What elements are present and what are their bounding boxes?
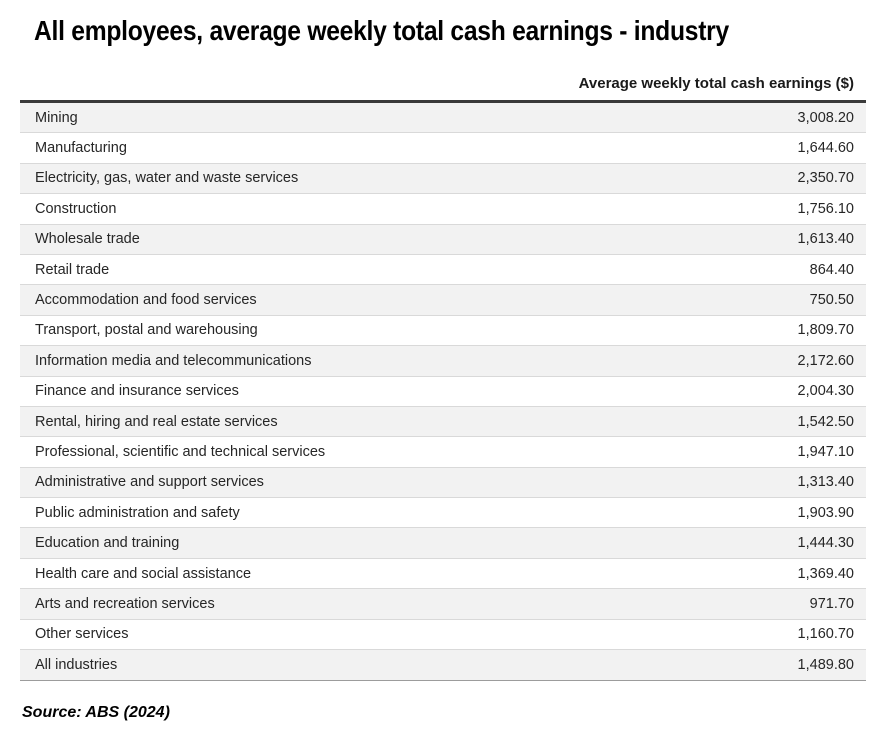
earnings-value: 1,542.50 xyxy=(797,413,854,430)
earnings-value: 1,489.80 xyxy=(797,657,854,674)
industry-label: Health care and social assistance xyxy=(35,565,252,582)
earnings-value: 971.70 xyxy=(809,595,854,612)
table-row: Education and training 1,444.30 xyxy=(20,528,866,559)
table-row: Professional, scientific and technical s… xyxy=(20,437,866,468)
industry-label: Retail trade xyxy=(35,261,110,278)
table-row: Information media and telecommunications… xyxy=(20,346,866,377)
industry-label: Construction xyxy=(35,200,117,217)
table-row: Construction 1,756.10 xyxy=(20,194,866,225)
earnings-value: 1,613.40 xyxy=(797,231,854,248)
industry-label: Other services xyxy=(35,626,129,643)
earnings-value: 1,809.70 xyxy=(797,322,854,339)
page-title: All employees, average weekly total cash… xyxy=(34,15,729,46)
industry-label: Mining xyxy=(35,109,78,126)
earnings-value: 2,172.60 xyxy=(797,352,854,369)
table-row: Arts and recreation services 971.70 xyxy=(20,589,866,620)
earnings-value: 864.40 xyxy=(809,261,854,278)
industry-label: Professional, scientific and technical s… xyxy=(35,443,326,460)
table-row: Electricity, gas, water and waste servic… xyxy=(20,163,866,195)
earnings-value: 1,947.10 xyxy=(797,443,854,460)
industry-label: Education and training xyxy=(35,535,180,552)
table-row: Rental, hiring and real estate services … xyxy=(20,406,866,438)
industry-label: Arts and recreation services xyxy=(35,595,215,612)
table-row: Administrative and support services 1,31… xyxy=(20,467,866,499)
industry-label: Accommodation and food services xyxy=(35,292,257,309)
earnings-value: 1,313.40 xyxy=(797,474,854,491)
table-row: Accommodation and food services 750.50 xyxy=(20,285,866,316)
earnings-value: 2,350.70 xyxy=(797,170,854,187)
earnings-value: 1,444.30 xyxy=(797,535,854,552)
industry-label: Electricity, gas, water and waste servic… xyxy=(35,170,299,187)
earnings-value: 1,756.10 xyxy=(797,200,854,217)
table-row: Retail trade 864.40 xyxy=(20,254,866,286)
industry-label: Rental, hiring and real estate services xyxy=(35,413,278,430)
table-row: Manufacturing 1,644.60 xyxy=(20,133,866,164)
value-column-header: Average weekly total cash earnings ($) xyxy=(578,75,854,92)
industry-label: Administrative and support services xyxy=(35,474,264,491)
industry-label: All industries xyxy=(35,657,118,674)
table-row: Finance and insurance services 2,004.30 xyxy=(20,376,866,407)
table-row: Wholesale trade 1,613.40 xyxy=(20,224,866,255)
earnings-value: 750.50 xyxy=(809,292,854,309)
industry-label: Wholesale trade xyxy=(35,231,140,248)
earnings-table: Mining 3,008.20 Manufacturing 1,644.60 E… xyxy=(20,100,866,682)
industry-label: Information media and telecommunications xyxy=(35,352,312,369)
table-row: Mining 3,008.20 xyxy=(20,103,866,134)
table-row: Other services 1,160.70 xyxy=(20,619,866,651)
earnings-value: 2,004.30 xyxy=(797,383,854,400)
table-row: Health care and social assistance 1,369.… xyxy=(20,558,866,590)
industry-label: Public administration and safety xyxy=(35,504,240,521)
earnings-value: 3,008.20 xyxy=(797,109,854,126)
earnings-value: 1,369.40 xyxy=(797,565,854,582)
industry-label: Manufacturing xyxy=(35,140,127,157)
industry-label: Transport, postal and warehousing xyxy=(35,322,258,339)
earnings-value: 1,903.90 xyxy=(797,504,854,521)
earnings-value: 1,644.60 xyxy=(797,140,854,157)
table-row: Transport, postal and warehousing 1,809.… xyxy=(20,315,866,347)
industry-label: Finance and insurance services xyxy=(35,383,239,400)
source-note: Source: ABS (2024) xyxy=(22,704,170,722)
earnings-value: 1,160.70 xyxy=(797,626,854,643)
table-row: All industries 1,489.80 xyxy=(20,650,866,681)
table-row: Public administration and safety 1,903.9… xyxy=(20,498,866,529)
